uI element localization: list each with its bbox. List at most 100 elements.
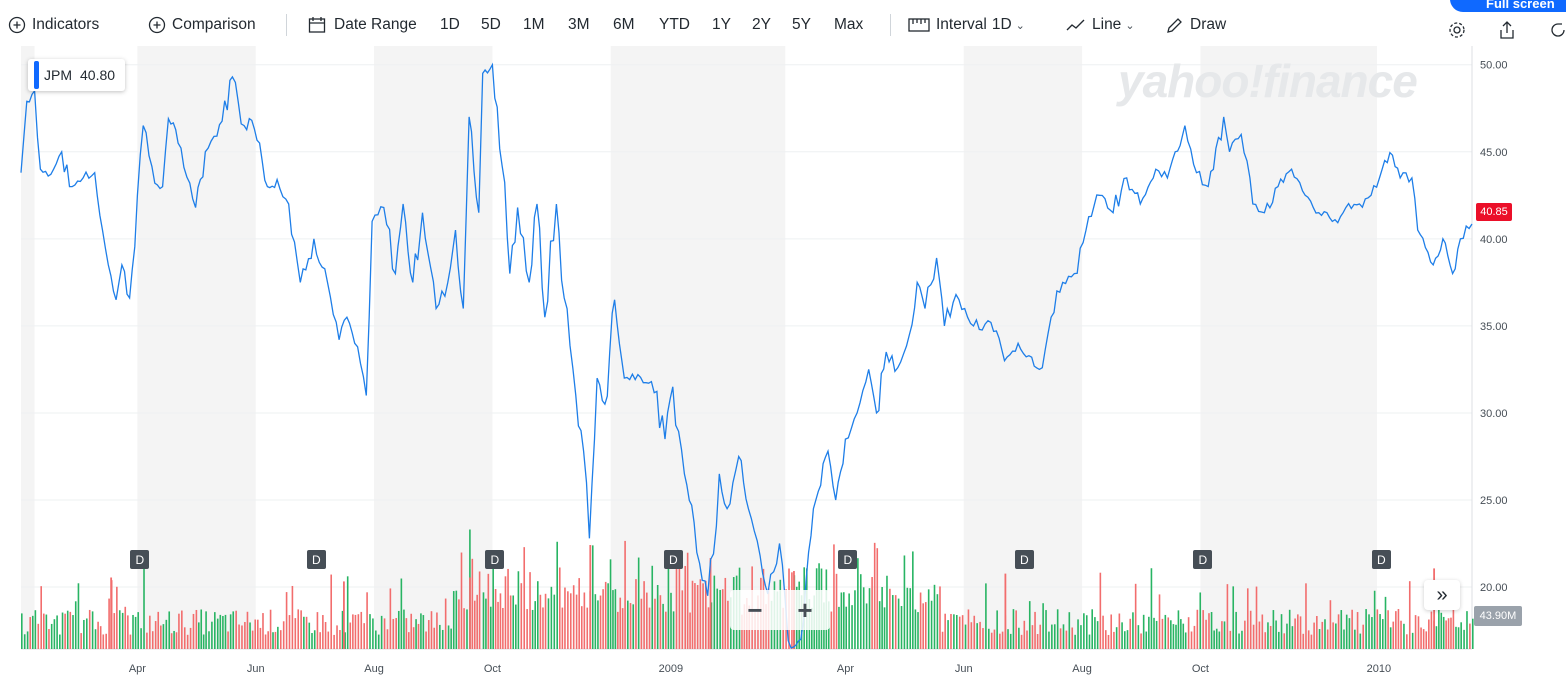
dividend-marker[interactable]: D [663,550,683,569]
volume-bar [878,601,881,649]
date-range-button[interactable]: Date Range [308,14,417,36]
dividend-marker[interactable]: D [130,550,150,569]
volume-bar [599,595,602,649]
volume-bar [1337,614,1340,649]
volume-bar [1208,613,1210,649]
zoom-in-button[interactable]: + [797,594,813,625]
volume-bar [1318,629,1321,649]
draw-button[interactable]: Draw [1166,14,1226,36]
volume-bar [1280,614,1283,649]
volume-bar [1065,630,1068,649]
y-tick-label: 50.00 [1480,60,1508,72]
volume-bar [214,612,216,649]
range-button-3m[interactable]: 3M [568,16,590,33]
volume-bar [400,578,403,649]
volume-bar [536,581,539,649]
refresh-icon[interactable] [1550,20,1566,40]
chart-type-dropdown[interactable]: Line ⌄ [1066,14,1135,36]
volume-bar [1096,621,1099,649]
volume-bar [102,634,105,649]
range-button-1m[interactable]: 1M [523,16,545,33]
range-button-5y[interactable]: 5Y [792,16,811,33]
volume-bar [707,607,710,649]
volume-bar [369,614,371,649]
volume-bar [186,634,189,649]
range-button-2y[interactable]: 2Y [752,16,771,33]
volume-bar [944,613,946,649]
zoom-controls: − + [730,590,830,630]
volume-bar [417,623,420,649]
volume-bar [219,614,222,649]
volume-bar [154,621,157,649]
volume-bar [1351,609,1353,649]
range-button-5d[interactable]: 5D [481,16,501,33]
volume-bar [1164,614,1167,649]
volume-bar [871,577,873,649]
month-band [374,46,493,649]
volume-bar [1406,634,1408,649]
volume-bar [339,630,341,649]
volume-bar [1286,623,1288,649]
dividend-marker[interactable]: D [1014,550,1034,569]
volume-bar [1223,621,1226,649]
volume-bar [544,593,547,649]
dividend-marker[interactable]: D [485,550,505,569]
fullscreen-button[interactable]: Full screen [1450,0,1566,12]
volume-bar [1001,631,1004,649]
volume-bar [1408,581,1411,649]
volume-bar [282,621,285,649]
volume-bar [523,547,526,649]
volume-bar [964,624,967,649]
range-button-1d[interactable]: 1D [440,16,460,33]
range-button-ytd[interactable]: YTD [659,16,690,33]
dividend-marker[interactable]: D [1371,550,1391,569]
gear-icon[interactable] [1447,20,1467,40]
dividend-marker[interactable]: D [306,550,326,569]
interval-dropdown[interactable]: Interval 1D ⌄ [908,14,1025,36]
volume-bar [597,600,599,649]
share-icon[interactable] [1497,20,1517,40]
volume-bar [410,613,413,649]
volume-bar [29,617,32,649]
range-button-1y[interactable]: 1Y [712,16,731,33]
volume-bar [876,548,879,649]
volume-bar [1252,624,1255,649]
range-button-max[interactable]: Max [834,16,864,33]
volume-bar [354,614,357,649]
volume-bar [1362,624,1364,649]
volume-bar [830,611,833,649]
volume-bar [1134,583,1137,649]
range-button-6m[interactable]: 6M [613,16,635,33]
volume-bar [512,595,515,649]
dividend-marker[interactable]: D [1193,550,1213,569]
volume-bar [672,611,675,649]
interval-label: Interval [936,16,987,33]
volume-bar [900,606,903,649]
volume-bar [988,628,990,649]
volume-bar [640,598,643,649]
volume-bar [151,631,154,649]
volume-bar [1278,631,1280,649]
volume-bar [129,634,132,649]
dividend-marker[interactable]: D [838,550,858,569]
volume-bar [322,615,324,649]
volume-bar [294,618,297,649]
volume-bar [341,610,344,649]
volume-bar [583,592,586,649]
volume-bar [607,583,609,649]
volume-bar [529,572,531,649]
volume-bar [1267,622,1269,649]
volume-bar [1091,609,1094,649]
zoom-out-button[interactable]: − [747,594,763,625]
volume-bar [183,627,186,649]
x-tick-label: Aug [364,663,384,675]
volume-bar [1275,620,1277,649]
comparison-button[interactable]: Comparison [148,14,256,36]
volume-bar [85,618,88,649]
indicators-button[interactable]: Indicators [8,14,99,36]
volume-bar [1384,596,1387,649]
expand-chart-button[interactable]: » [1424,580,1460,610]
volume-bar [485,598,487,649]
volume-bar [308,622,311,649]
